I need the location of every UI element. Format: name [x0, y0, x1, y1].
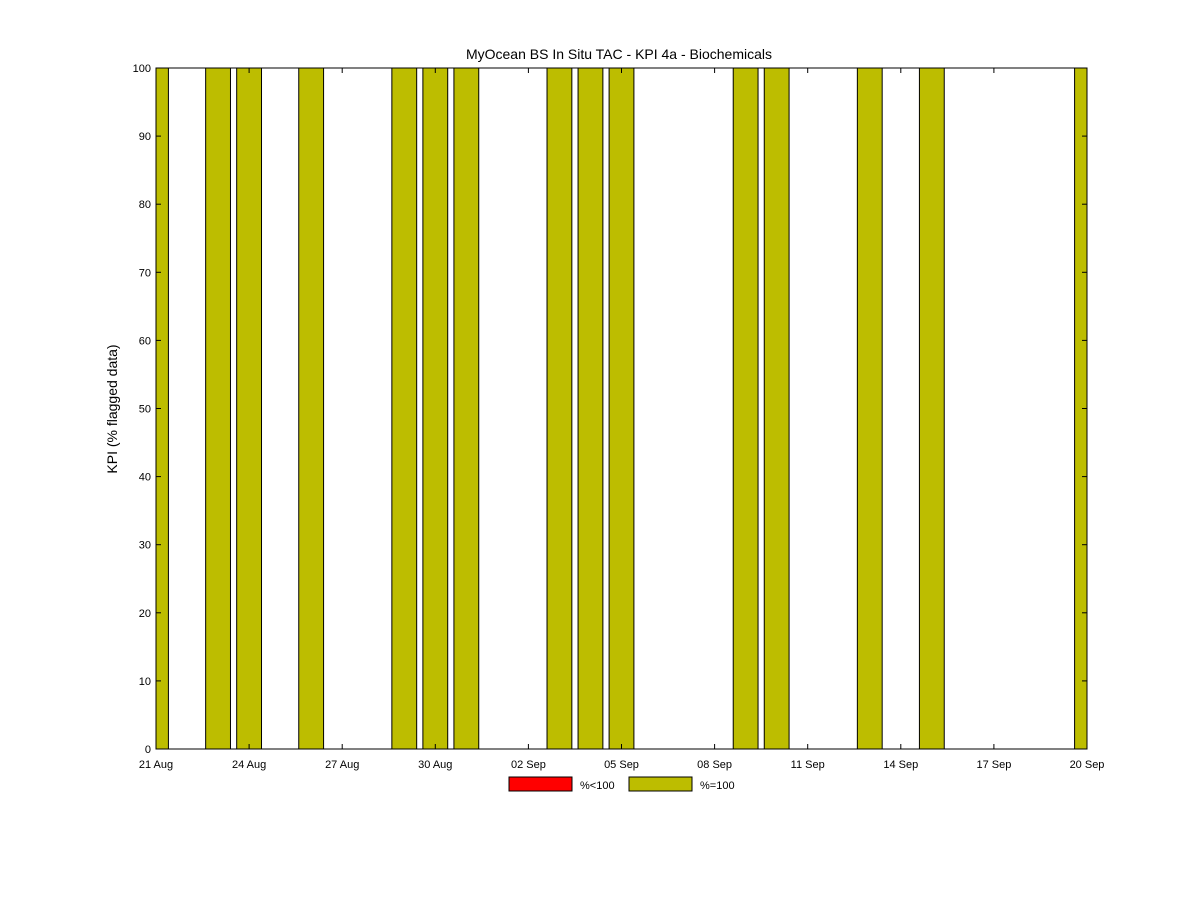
bar-2012-09-10	[763, 67, 790, 750]
y-tick-label: 90	[139, 131, 151, 143]
x-tick-label: 11 Sep	[791, 759, 825, 771]
bars-layer	[155, 67, 1088, 750]
legend-label: %=100	[700, 780, 735, 792]
legend: %<100 %=100	[508, 776, 735, 792]
bar-2012-08-31	[453, 67, 480, 750]
bar-2012-08-23	[205, 67, 231, 750]
x-tick-label: 21 Aug	[139, 759, 173, 771]
bar-2012-09-03	[546, 67, 573, 750]
y-axis-label: KPI (% flagged data)	[104, 344, 120, 473]
y-tick-label: 50	[139, 404, 151, 416]
x-tick-label: 24 Aug	[232, 759, 266, 771]
bar-2012-08-30	[422, 67, 449, 750]
y-tick-label: 70	[139, 267, 151, 279]
legend-label: %<100	[580, 780, 615, 792]
y-tick-label: 80	[139, 199, 151, 211]
y-axis: 0 10 20 30 40 50 60 70 80 90 100	[133, 63, 1087, 756]
x-axis: 21 Aug 24 Aug 27 Aug 30 Aug 02 Sep 05 Sep 08 S…	[139, 68, 1105, 771]
legend-swatch	[508, 776, 573, 792]
x-tick-label: 14 Sep	[883, 759, 918, 771]
y-tick-label: 0	[145, 744, 151, 756]
x-tick-label: 05 Sep	[604, 759, 639, 771]
y-tick-label: 30	[139, 540, 151, 552]
bar-2012-09-09	[732, 67, 759, 750]
bar-2012-09-04	[577, 67, 604, 750]
bar-2012-08-29	[391, 67, 418, 750]
legend-swatch	[628, 776, 693, 792]
bar-2012-08-26	[298, 67, 325, 750]
x-tick-label: 27 Aug	[325, 759, 359, 771]
y-tick-label: 10	[139, 676, 151, 688]
x-tick-label: 08 Sep	[697, 759, 732, 771]
chart-title: MyOcean BS In Situ TAC - KPI 4a - Bioche…	[466, 46, 772, 62]
x-tick-label: 20 Sep	[1070, 759, 1105, 771]
bar-2012-08-24	[236, 67, 263, 750]
bar-2012-09-05	[608, 67, 635, 750]
bar-2012-09-13	[856, 67, 883, 750]
y-tick-label: 100	[133, 63, 151, 75]
x-tick-label: 30 Aug	[418, 759, 452, 771]
x-tick-label: 02 Sep	[511, 759, 546, 771]
y-tick-label: 40	[139, 472, 151, 484]
x-tick-label: 17 Sep	[976, 759, 1011, 771]
bar-2012-09-15	[918, 67, 945, 750]
y-tick-label: 60	[139, 335, 151, 347]
y-tick-label: 20	[139, 608, 151, 620]
